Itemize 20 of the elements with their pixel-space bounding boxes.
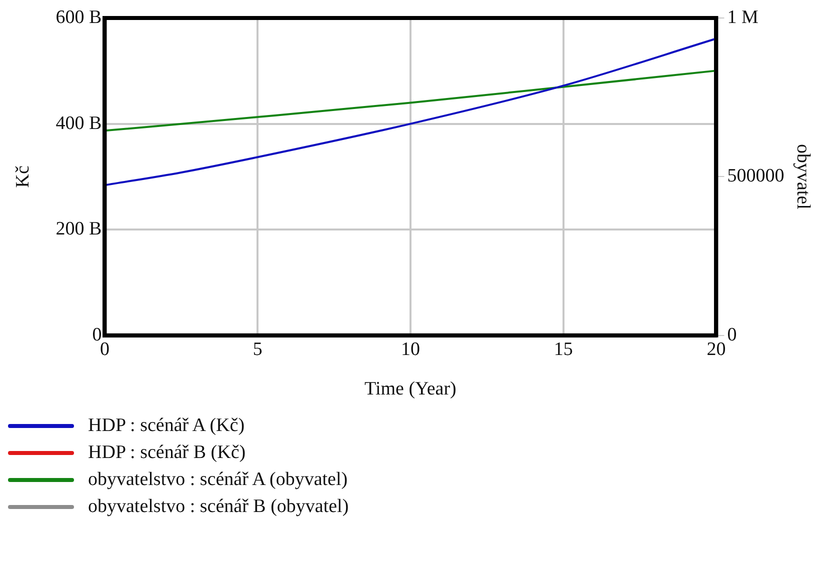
y2-axis-title: obyvatel bbox=[792, 144, 814, 210]
y-axis-title: Kč bbox=[12, 166, 34, 188]
x-tick-label: 10 bbox=[400, 338, 420, 360]
y-tick-label: 200 B bbox=[56, 218, 102, 240]
y2-tick-label: 0 bbox=[727, 324, 737, 346]
line-series bbox=[104, 38, 716, 186]
y2-tick-label: 500000 bbox=[727, 166, 784, 187]
x-tick-label: 5 bbox=[252, 338, 262, 360]
x-tick-label: 15 bbox=[554, 338, 573, 360]
legend-label: obyvatelstvo : scénář B (obyvatel) bbox=[88, 496, 349, 518]
x-axis-title: Time (Year) bbox=[364, 378, 456, 400]
legend-label: obyvatelstvo : scénář A (obyvatel) bbox=[88, 468, 348, 490]
legend-label: HDP : scénář A (Kč) bbox=[88, 414, 245, 436]
y-tick-label: 400 B bbox=[56, 112, 102, 134]
y2-tick-label: 1 M bbox=[727, 6, 758, 28]
y-tick-label: 0 bbox=[92, 324, 102, 346]
legend-label: HDP : scénář B (Kč) bbox=[88, 442, 246, 464]
line-series bbox=[104, 70, 716, 132]
y-tick-label: 600 B bbox=[56, 6, 102, 28]
x-tick-label: 20 bbox=[706, 338, 726, 360]
